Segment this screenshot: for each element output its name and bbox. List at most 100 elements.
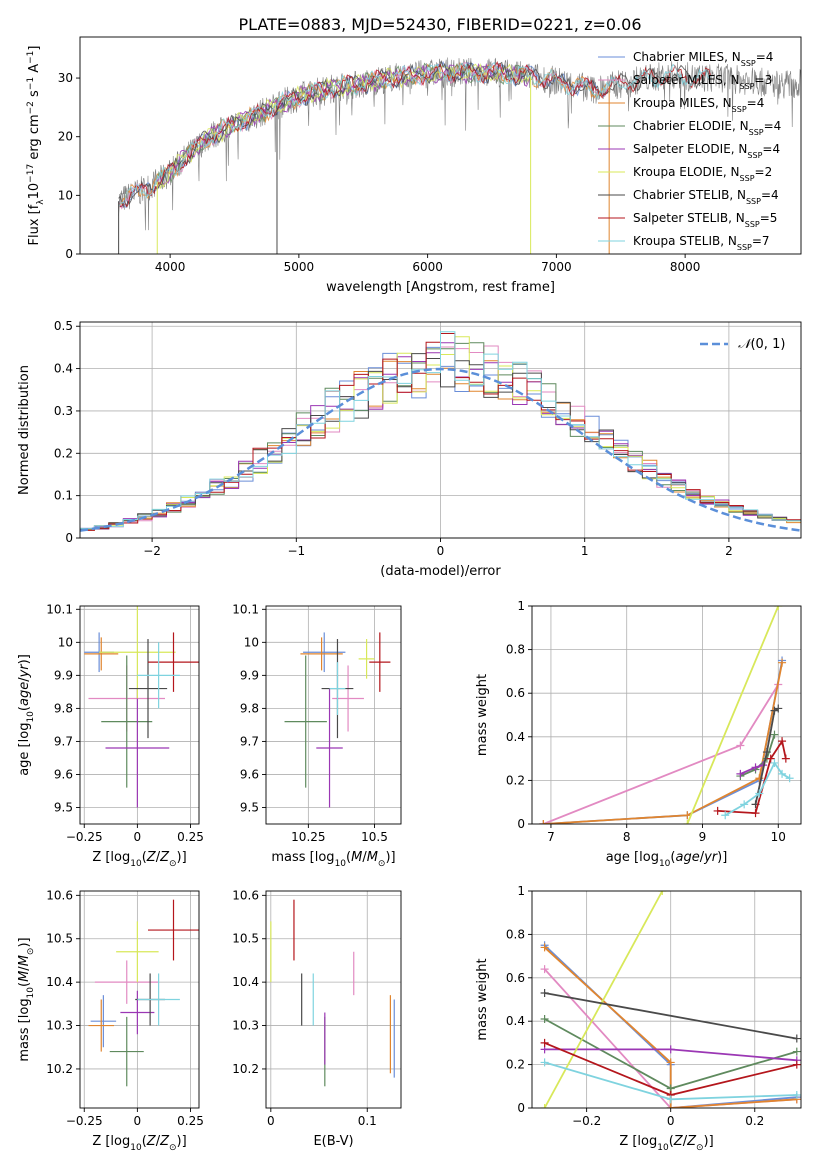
legend-value: =3 xyxy=(755,73,773,87)
histogram-series xyxy=(80,331,801,529)
label-part: Flux [f xyxy=(27,204,42,245)
y-tick-label: 0 xyxy=(517,817,525,831)
legend-label: Salpeter ELODIE, NSSP=4 xyxy=(633,142,780,160)
label-part: / xyxy=(683,1134,688,1149)
weight-line xyxy=(740,734,776,777)
label-part: )] xyxy=(17,937,32,947)
panel-weight_vs_Z: −0.2 0 0.200.20.40.60.81Z [log10(Z/Z⊙)]mas… xyxy=(475,884,802,1153)
legend-text: Salpeter STELIB, N xyxy=(633,211,745,225)
y-axis-label: mass weight xyxy=(475,958,490,1040)
y-tick-label: 10 xyxy=(58,188,73,202)
x-tick-label: 1 xyxy=(581,544,589,558)
x-tick-label: 9 xyxy=(699,830,707,844)
legend-subscript: SSP xyxy=(741,59,756,68)
label-part: yr xyxy=(703,850,719,865)
observed-spectrum xyxy=(118,57,801,231)
y-tick-label: 0.6 xyxy=(506,971,525,985)
legend-subscript: SSP xyxy=(737,243,752,252)
y-tick-label: 1 xyxy=(517,599,525,613)
plot-area xyxy=(88,899,199,1087)
weight-marker xyxy=(666,1045,675,1054)
legend-value: =4 xyxy=(756,50,774,64)
legend-label: 𝒩(0, 1) xyxy=(738,337,785,352)
x-tick-label: 0 xyxy=(667,1114,675,1128)
weight-marker xyxy=(721,811,730,820)
legend-value: =2 xyxy=(755,165,773,179)
label-part: age xyxy=(17,682,32,706)
label-part: 10 xyxy=(26,711,36,723)
y-tick-label: 1 xyxy=(517,884,525,898)
weight-line xyxy=(724,761,791,817)
legend-value: =4 xyxy=(762,142,780,156)
x-tick-label: 6000 xyxy=(412,260,443,274)
legend-text: Salpeter MILES, N xyxy=(633,73,740,87)
x-tick-label: −0.25 xyxy=(66,1114,103,1128)
weight-marker xyxy=(778,769,787,778)
axes-frame xyxy=(79,890,200,1109)
legend-args: (0, 1) xyxy=(750,337,785,352)
y-tick-label: 9.6 xyxy=(54,767,73,781)
label-part: mass [log xyxy=(271,850,334,865)
weight-marker xyxy=(755,789,764,798)
legend-value: =4 xyxy=(761,188,779,202)
legend-subscript: SSP xyxy=(740,82,755,91)
y-tick-label: 10.6 xyxy=(232,888,259,902)
weight-marker xyxy=(666,1095,675,1104)
label-part: ( xyxy=(670,850,675,865)
legend-label: Salpeter MILES, NSSP=3 xyxy=(633,73,772,91)
legend-label: Chabrier MILES, NSSP=4 xyxy=(633,50,773,68)
label-part: age [log xyxy=(606,850,659,865)
label-part: Z xyxy=(159,1134,170,1149)
model-spectrum xyxy=(156,63,531,189)
label-part: age xyxy=(675,850,699,865)
x-tick-label: 7 xyxy=(547,830,555,844)
y-tick-label: 10 xyxy=(244,635,259,649)
plot-area xyxy=(284,632,391,808)
x-tick-label: −0.25 xyxy=(66,830,103,844)
legend-label: Kroupa ELODIE, NSSP=2 xyxy=(633,165,772,183)
legend-subscript: SSP xyxy=(749,128,764,137)
label-part: )] xyxy=(704,1134,714,1149)
y-tick-label: 0.6 xyxy=(506,686,525,700)
legend-value: =7 xyxy=(752,234,770,248)
x-tick-label: 5000 xyxy=(284,260,315,274)
label-part: ⊙ xyxy=(26,948,36,956)
label-part: / xyxy=(700,850,705,865)
y-tick-label: 0 xyxy=(65,247,73,261)
label-part: ( xyxy=(142,850,147,865)
label-part: Z xyxy=(686,1134,697,1149)
x-tick-label: 8000 xyxy=(670,260,701,274)
y-tick-label: 10.1 xyxy=(232,602,259,616)
label-part: E(B-V) xyxy=(313,1134,353,1149)
y-tick-label: 30 xyxy=(58,71,73,85)
y-axis-label: Flux [fλ10−17 erg cm−2 s−1 A−1] xyxy=(26,46,46,246)
label-part: Z xyxy=(673,1134,684,1149)
y-tick-label: 10.3 xyxy=(46,1019,73,1033)
y-tick-label: 0.4 xyxy=(506,1014,525,1028)
y-tick-label: 10.4 xyxy=(232,975,259,989)
y-tick-label: 0.2 xyxy=(54,446,73,460)
label-part: mass [log xyxy=(17,998,32,1061)
label-part: ⊙ xyxy=(696,1143,704,1153)
label-part: age [log xyxy=(17,723,32,776)
y-tick-label: 0.8 xyxy=(506,927,525,941)
weight-marker xyxy=(781,754,790,763)
y-tick-label: 10.2 xyxy=(232,1062,259,1076)
label-part: 10 xyxy=(335,859,347,869)
label-part: λ xyxy=(36,199,46,205)
label-part: )] xyxy=(17,654,32,664)
label-part: M xyxy=(17,971,32,982)
y-tick-label: 10.4 xyxy=(46,975,73,989)
label-part: ⊙ xyxy=(378,859,386,869)
plot-area xyxy=(80,331,801,532)
x-tick-label: 0 xyxy=(267,1114,275,1128)
label-part: Z xyxy=(146,1134,157,1149)
panel-residuals: −2 −1 0 1 2 0 0.1 0.2 0.3 0.4 0.5 (data-model)/erro… xyxy=(17,319,802,579)
weight-marker xyxy=(540,1058,549,1067)
label-part: 10 xyxy=(659,859,671,869)
